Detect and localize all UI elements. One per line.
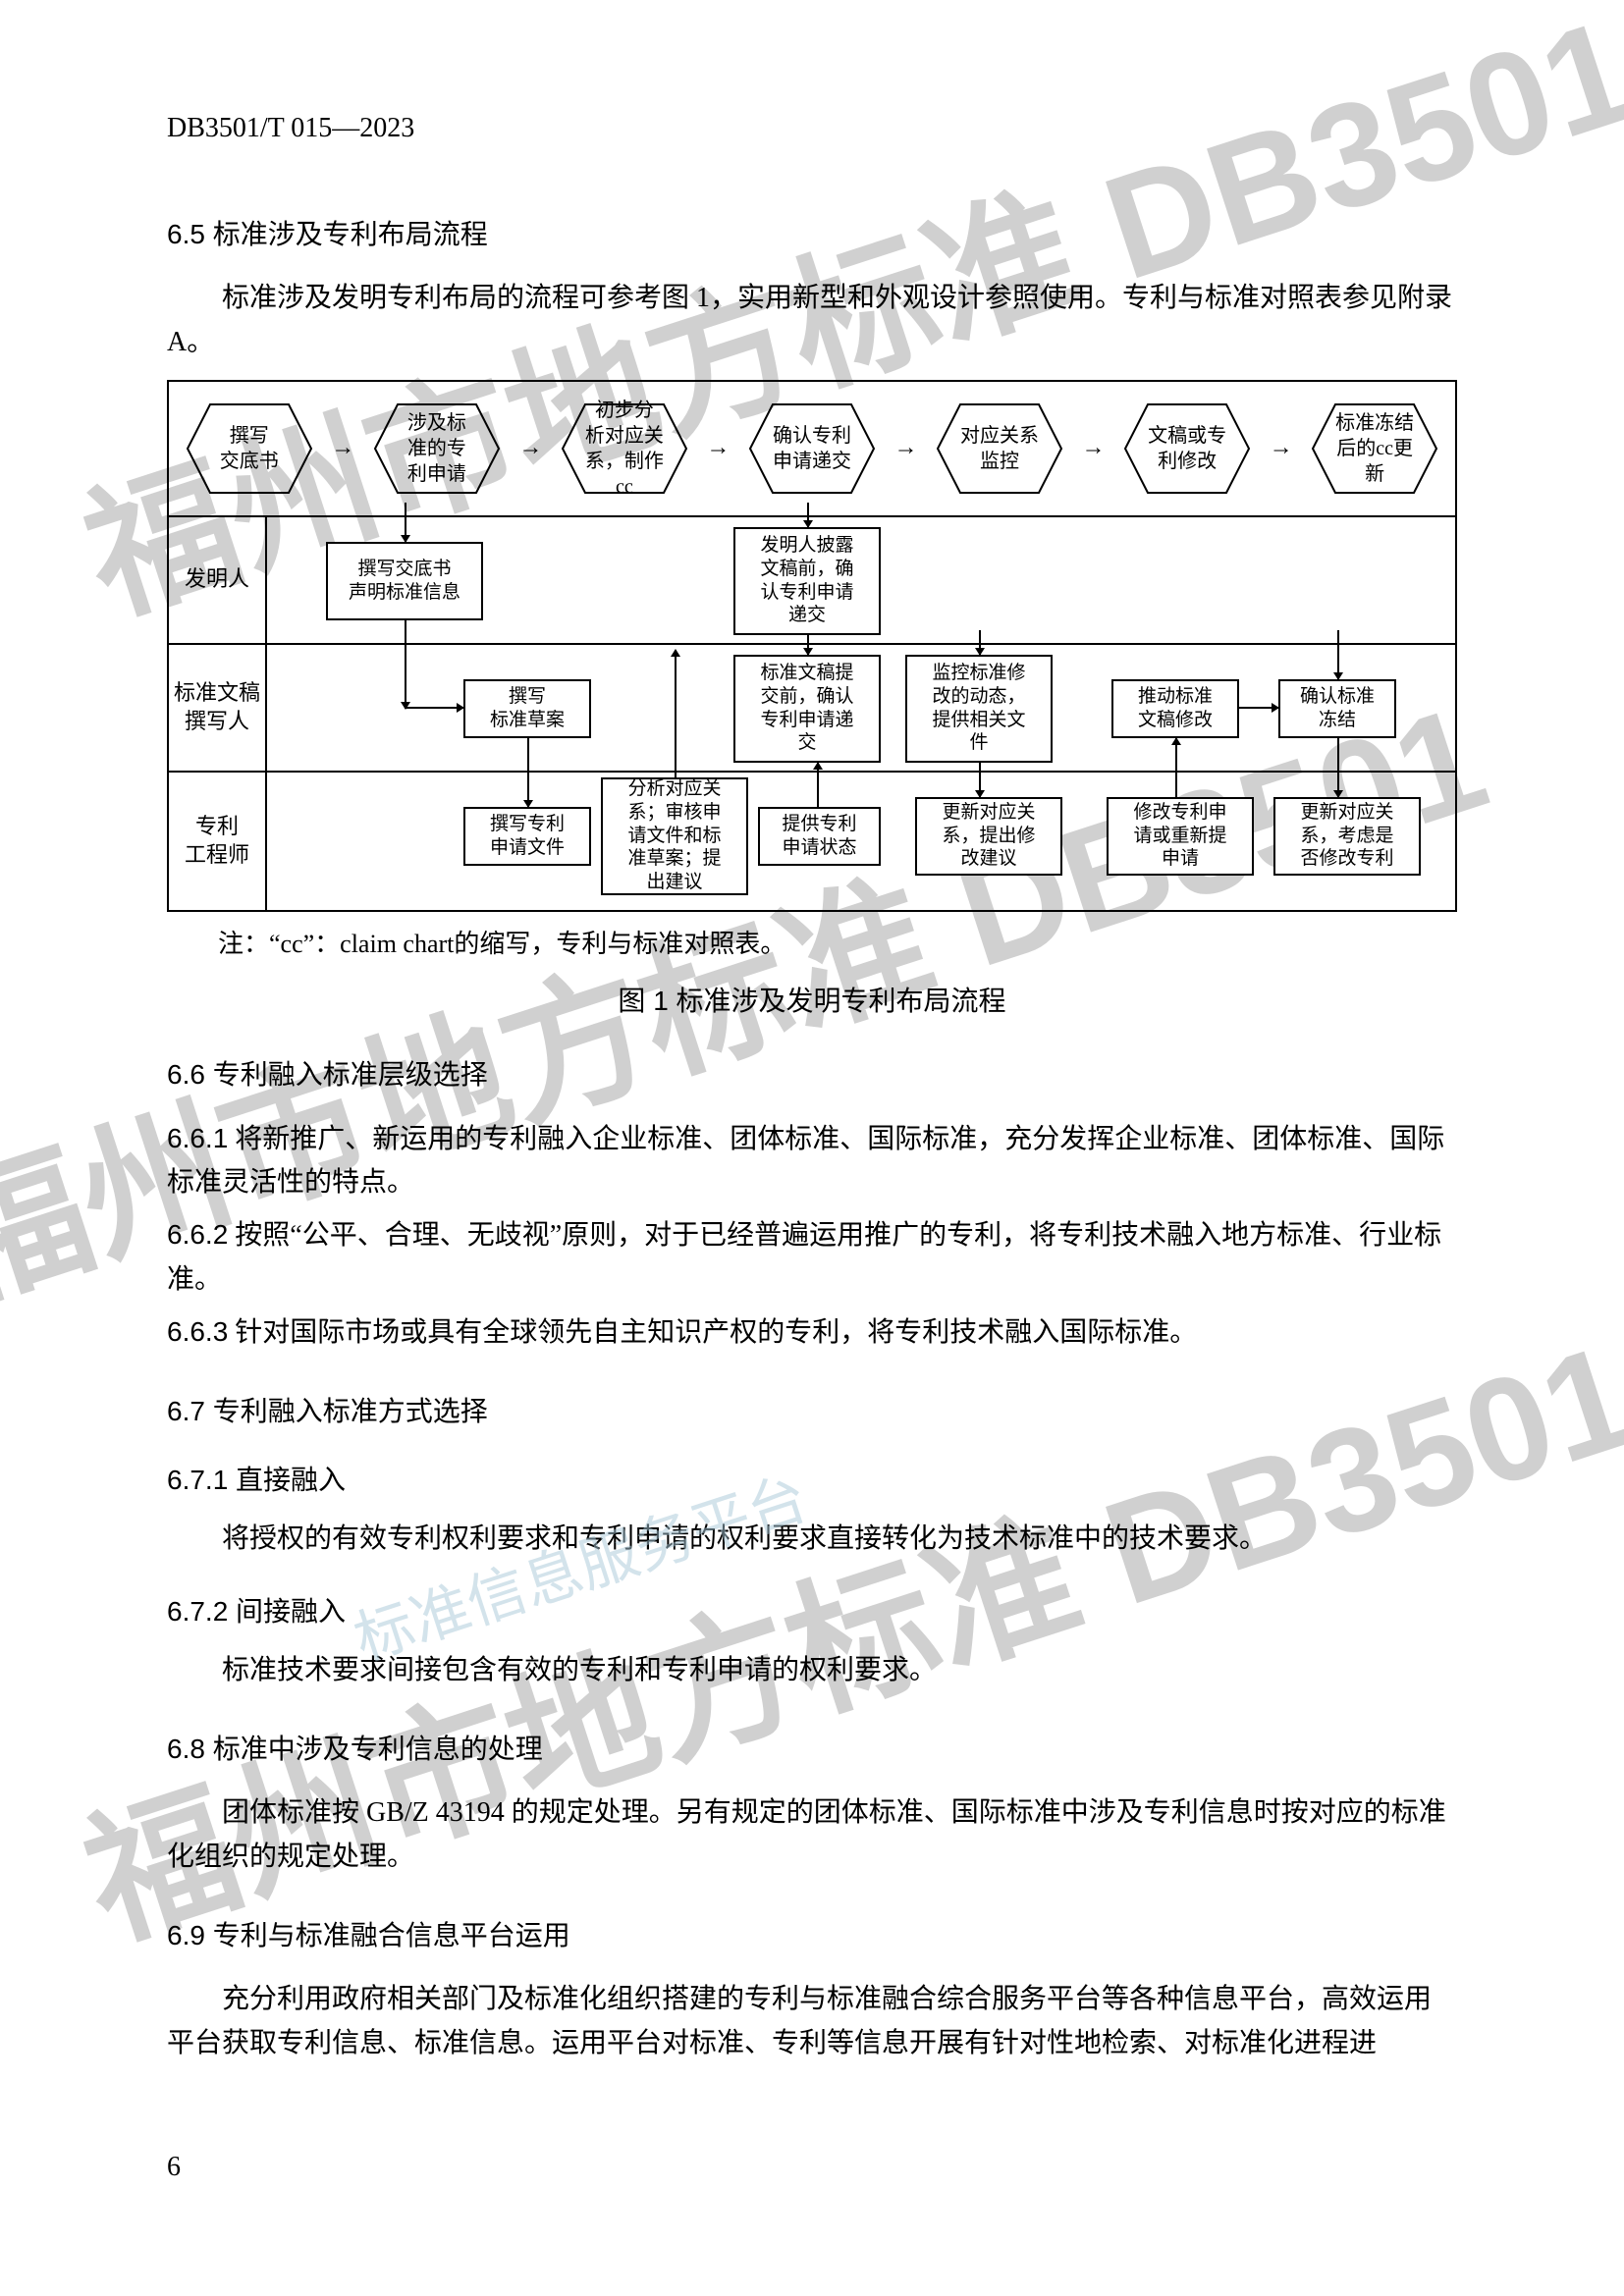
box-0-0: 撰写交底书 声明标准信息 <box>326 542 483 620</box>
lane-content-1: 撰写 标准草案 标准文稿提 交前，确认 专利申请递 交 监控标准修 改的动态， … <box>267 645 1455 773</box>
lane-label-2: 专利 工程师 <box>169 773 267 910</box>
hex-node-1: 涉及标 准的专 利申请 <box>373 400 501 498</box>
hex-node-5: 文稿或专 利修改 <box>1123 400 1251 498</box>
figure-1-caption: 图 1 标准涉及发明专利布局流程 <box>167 980 1457 1019</box>
hex-node-6: 标准冻结 后的cc更新 <box>1311 400 1438 498</box>
harrow <box>405 707 463 709</box>
flowchart-figure-1: 撰写 交底书 → 涉及标 准的专 利申请 → 初步分 析对应关 系，制作 cc … <box>167 380 1457 912</box>
text-6-7-1: 将授权的有效专利权利要求和专利申请的权利要求直接转化为技术标准中的技术要求。 <box>167 1518 1457 1562</box>
item-6-6-1: 6.6.1 将新推广、新运用的专利融入企业标准、团体标准、国际标准，充分发挥企业… <box>167 1117 1457 1206</box>
swimlanes: 发明人 撰写交底书 声明标准信息 发明人披露 文稿前，确 认专利申请 递交 标准… <box>169 517 1455 910</box>
box-1-1: 标准文稿提 交前，确认 专利申请递 交 <box>733 655 881 763</box>
box-1-4: 确认标准 冻结 <box>1278 679 1396 738</box>
lane-content-0: 撰写交底书 声明标准信息 发明人披露 文稿前，确 认专利申请 递交 <box>267 517 1455 645</box>
heading-6-7: 6.7 专利融入标准方式选择 <box>167 1390 1457 1429</box>
box-1-3: 推动标准 文稿修改 <box>1111 679 1239 738</box>
page-number: 6 <box>167 2152 181 2183</box>
text-6-9: 充分利用政府相关部门及标准化组织搭建的专利与标准融合综合服务平台等各种信息平台，… <box>167 1978 1457 2066</box>
heading-6-7-2: 6.7.2 间接融入 <box>167 1590 1457 1629</box>
text-6-8: 团体标准按 GB/Z 43194 的规定处理。另有规定的团体标准、国际标准中涉及… <box>167 1791 1457 1880</box>
varrow <box>817 763 819 807</box>
box-1-2: 监控标准修 改的动态， 提供相关文 件 <box>905 655 1053 763</box>
heading-6-5: 6.5 标准涉及专利布局流程 <box>167 213 1457 252</box>
box-2-0: 撰写专利 申请文件 <box>463 807 591 866</box>
lane-label-1: 标准文稿 撰写人 <box>169 645 267 773</box>
heading-6-9: 6.9 专利与标准融合信息平台运用 <box>167 1914 1457 1953</box>
box-1-0: 撰写 标准草案 <box>463 679 591 738</box>
lane-label-0: 发明人 <box>169 517 267 645</box>
varrow <box>675 650 677 777</box>
text-6-7-2: 标准技术要求间接包含有效的专利和专利申请的权利要求。 <box>167 1649 1457 1693</box>
item-6-6-3: 6.6.3 针对国际市场或具有全球领先自主知识产权的专利，将专利技术融入国际标准… <box>167 1310 1457 1356</box>
varrow <box>807 503 809 527</box>
box-2-4: 修改专利申 请或重新提 申请 <box>1107 797 1254 876</box>
flowchart-note: 注：“cc”：claim chart的缩写，专利与标准对照表。 <box>167 924 1457 960</box>
varrow <box>405 503 406 542</box>
varrow <box>405 620 406 709</box>
box-0-1: 发明人披露 文稿前，确 认专利申请 递交 <box>733 527 881 635</box>
heading-6-8: 6.8 标准中涉及专利信息的处理 <box>167 1728 1457 1767</box>
varrow <box>527 738 529 807</box>
box-2-5: 更新对应关 系，考虑是 否修改专利 <box>1273 797 1421 876</box>
box-2-1: 分析对应关 系；审核申 请文件和标 准草案；提 出建议 <box>601 777 748 895</box>
arrow-icon: → <box>331 435 354 461</box>
varrow <box>1175 738 1177 797</box>
arrow-icon: → <box>1082 435 1106 461</box>
box-2-2: 提供专利 申请状态 <box>758 807 881 866</box>
arrow-icon: → <box>1270 435 1293 461</box>
arrow-icon: → <box>893 435 917 461</box>
varrow <box>1337 630 1339 679</box>
heading-6-6: 6.6 专利融入标准层级选择 <box>167 1053 1457 1093</box>
hex-node-2: 初步分 析对应关 系，制作 cc <box>561 400 688 498</box>
hex-node-0: 撰写 交底书 <box>186 400 313 498</box>
varrow <box>807 635 809 655</box>
text-6-5: 标准涉及发明专利布局的流程可参考图 1，实用新型和外观设计参照使用。专利与标准对… <box>167 277 1457 365</box>
harrow <box>1239 707 1278 709</box>
arrow-icon: → <box>518 435 542 461</box>
hex-node-4: 对应关系 监控 <box>936 400 1063 498</box>
document-code: DB3501/T 015—2023 <box>167 113 1457 144</box>
hex-node-3: 确认专利 申请递交 <box>748 400 876 498</box>
arrow-icon: → <box>706 435 730 461</box>
flowchart-top-row: 撰写 交底书 → 涉及标 准的专 利申请 → 初步分 析对应关 系，制作 cc … <box>169 382 1455 517</box>
lane-content-2: 撰写专利 申请文件 分析对应关 系；审核申 请文件和标 准草案；提 出建议 提供… <box>267 773 1455 910</box>
varrow <box>1337 738 1339 797</box>
item-6-6-2: 6.6.2 按照“公平、合理、无歧视”原则，对于已经普遍运用推广的专利，将专利技… <box>167 1213 1457 1303</box>
varrow <box>979 630 981 655</box>
box-2-3: 更新对应关 系，提出修 改建议 <box>915 797 1062 876</box>
heading-6-7-1: 6.7.1 直接融入 <box>167 1459 1457 1498</box>
varrow <box>979 763 981 797</box>
